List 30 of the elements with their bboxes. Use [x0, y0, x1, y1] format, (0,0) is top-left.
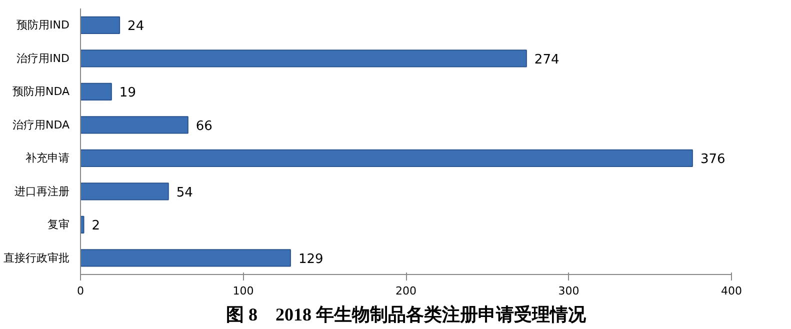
bar — [80, 182, 169, 200]
y-tick-label: 进口再注册 — [14, 184, 70, 198]
y-tick-label: 直接行政审批 — [4, 251, 70, 264]
bar — [80, 216, 84, 234]
x-tick-label: 400 — [721, 284, 742, 298]
bar — [80, 116, 188, 134]
data-label: 54 — [176, 185, 193, 200]
data-label: 274 — [534, 52, 560, 68]
y-tick-label: 补充申请 — [26, 152, 70, 165]
bar — [80, 50, 527, 68]
text: 图 8 2018 年生物制品各类注册申请受理情况 — [226, 304, 587, 324]
data-label: 129 — [298, 252, 324, 267]
x-tick-label: 300 — [558, 284, 580, 298]
y-tick-label: 预防用IND — [16, 18, 70, 32]
x-tick-label: 200 — [396, 284, 416, 298]
data-label: 2 — [92, 218, 100, 234]
data-label: 66 — [196, 118, 212, 134]
bar — [80, 249, 291, 267]
x-tick-label: 100 — [232, 284, 254, 298]
data-label: 19 — [119, 86, 136, 101]
bar — [80, 149, 693, 167]
data-label: 376 — [700, 152, 726, 168]
y-tick-label: 预防用NDA — [12, 85, 70, 98]
x-tick-label: 0 — [77, 284, 84, 298]
y-tick-label: 复审 — [48, 218, 70, 232]
y-tick-label: 治疗用IND — [16, 52, 70, 65]
y-tick-label: 治疗用NDA — [12, 118, 70, 132]
bar — [80, 82, 112, 100]
data-label: 24 — [128, 19, 144, 34]
bar — [80, 16, 120, 34]
